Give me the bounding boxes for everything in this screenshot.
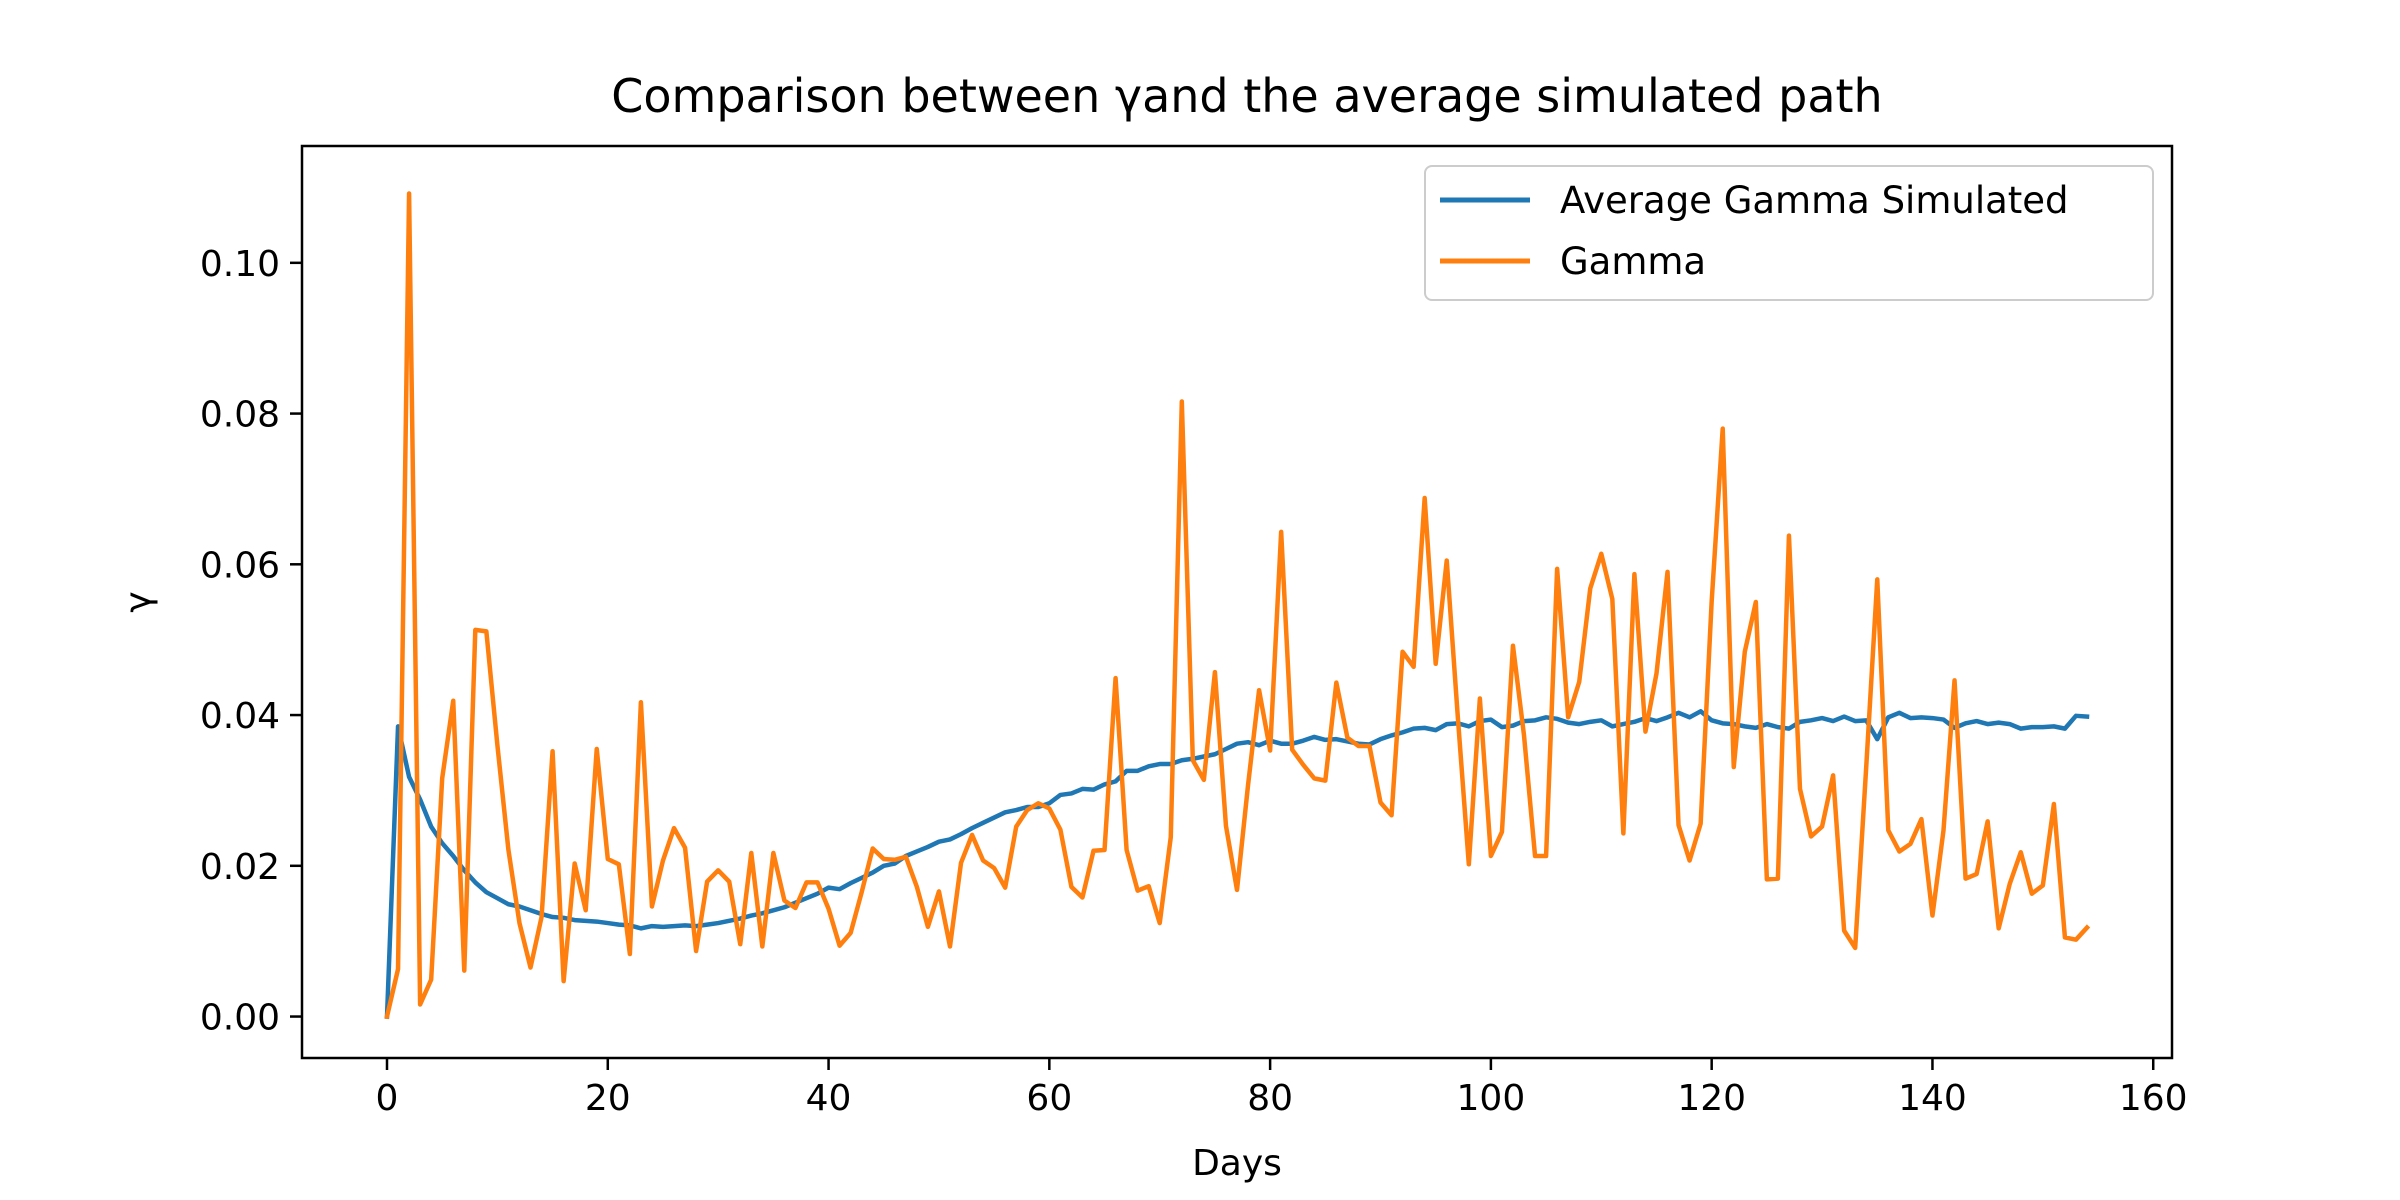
series-layer (384, 191, 2091, 1020)
series-line-gamma (384, 191, 2091, 1020)
y-tick-label-0.02: 0.02 (200, 847, 280, 888)
y-tick-label-0.04: 0.04 (200, 696, 280, 737)
plot-area-frame (300, 144, 2174, 1060)
x-tick-label-0: 0 (376, 1078, 399, 1119)
series-line-average-gamma-simulated (384, 709, 2090, 1019)
x-tick-label-160: 160 (2119, 1078, 2188, 1119)
x-tick-label-20: 20 (585, 1078, 631, 1119)
x-tick-label-60: 60 (1026, 1078, 1072, 1119)
y-tick-label-0.10: 0.10 (200, 244, 280, 285)
x-tick-label-140: 140 (1898, 1078, 1967, 1119)
y-axis: 0.00 0.02 0.04 0.06 0.08 0.10 (200, 244, 302, 1039)
y-tick-label-0.06: 0.06 (200, 545, 280, 586)
x-tick-label-120: 120 (1677, 1078, 1746, 1119)
y-tick-label-0.08: 0.08 (200, 395, 280, 436)
x-tick-label-40: 40 (806, 1078, 852, 1119)
x-axis-label: Days (1192, 1143, 1282, 1184)
x-axis: 0 20 40 60 80 100 120 140 160 (376, 1058, 2188, 1119)
legend-label-gamma: Gamma (1560, 240, 1706, 283)
x-tick-label-80: 80 (1247, 1078, 1293, 1119)
legend: Average Gamma Simulated Gamma (1424, 165, 2154, 301)
y-axis-label: γ (118, 591, 159, 612)
chart-title: Comparison between γand the average simu… (611, 69, 1882, 123)
y-tick-label-0.00: 0.00 (200, 998, 280, 1039)
x-tick-label-100: 100 (1457, 1078, 1526, 1119)
legend-box (1424, 165, 2154, 301)
legend-label-average-gamma-simulated: Average Gamma Simulated (1560, 179, 2069, 222)
